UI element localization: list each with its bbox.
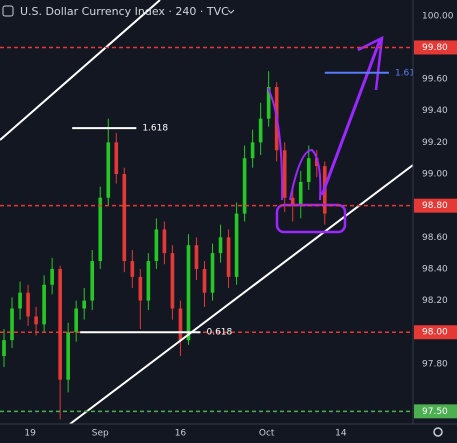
arrow	[320, 39, 382, 196]
candle-body	[178, 308, 183, 341]
candle-body	[234, 213, 239, 277]
candle-body	[218, 237, 223, 254]
candle-body	[26, 292, 30, 317]
x-tick-label: 16	[175, 429, 187, 439]
chevron[interactable]	[227, 9, 235, 14]
candle-body	[74, 308, 78, 333]
time-axis	[0, 424, 457, 443]
y-tick-label: 98.20	[422, 296, 448, 306]
price-label-box	[414, 198, 457, 213]
candle-body	[90, 261, 95, 301]
channel-lower	[69, 164, 414, 425]
candle-body	[266, 87, 271, 119]
price-label: 98.80	[422, 201, 448, 211]
candle-body	[34, 316, 38, 325]
x-tick-label: Oct	[259, 429, 275, 439]
candle-body	[98, 197, 103, 262]
candle-body	[298, 181, 303, 206]
candle-body	[202, 268, 207, 293]
settings-icon[interactable]	[433, 427, 443, 437]
overlay: 1.618 1.618 0.618	[0, 46, 421, 413]
x-tick-label: 14	[335, 429, 347, 439]
x-tick-label: Sep	[92, 429, 109, 439]
chart-title: U.S. Dollar Currency Index · 240 · TVC	[20, 5, 229, 18]
candle-body	[154, 229, 159, 262]
y-tick-label: 97.80	[422, 359, 448, 369]
y-tick-label: 100.00	[422, 11, 454, 21]
candle-body	[82, 300, 87, 309]
candle-body	[250, 142, 255, 159]
axes: 97.80 98.20 98.40 98.60 99.00 99.20 99.40 99.60…	[24, 11, 457, 439]
y-tick-label: 98.60	[422, 233, 448, 243]
candle-body	[58, 268, 62, 380]
candle-body	[290, 197, 295, 206]
candle-body	[210, 253, 215, 293]
price-label: 97.50	[422, 407, 448, 417]
fib-label: 1.618	[142, 124, 168, 134]
fib-label: 0.618	[206, 328, 232, 338]
candle-body	[10, 308, 14, 341]
price-label-box	[414, 404, 457, 419]
candle-body	[42, 284, 46, 325]
candle-body	[114, 142, 119, 175]
fib-label: 1.618	[395, 68, 421, 78]
menu-icon[interactable]	[2, 5, 14, 17]
price-axis	[413, 0, 457, 443]
candle-body	[106, 142, 111, 198]
price-label-box	[414, 325, 457, 340]
candle-body	[50, 268, 54, 285]
candle-body	[170, 253, 175, 309]
price-label-box	[414, 40, 457, 55]
candle-body	[138, 276, 143, 301]
channel-upper	[0, 0, 161, 141]
candle-body	[130, 261, 135, 277]
price-label: 99.80	[422, 43, 448, 53]
curve	[267, 87, 284, 201]
price-label: 98.00	[422, 328, 448, 338]
y-tick-label: 99.40	[422, 106, 448, 116]
candle-body	[194, 245, 199, 269]
candle-body	[122, 174, 127, 262]
candle-body	[226, 237, 231, 277]
y-tick-label: 99.00	[422, 170, 448, 180]
y-tick-label: 98.40	[422, 264, 448, 274]
candle-body	[314, 158, 319, 167]
y-tick-label: 99.60	[422, 75, 448, 85]
candle-body	[306, 158, 311, 182]
candle-body	[18, 292, 22, 309]
y-tick-label: 99.20	[422, 138, 448, 148]
candle-body	[258, 118, 263, 143]
candle-body	[242, 158, 247, 214]
candle-body	[2, 340, 6, 356]
candle-body	[146, 261, 151, 301]
curve	[289, 148, 322, 201]
candle-body	[162, 229, 167, 254]
candle-body	[282, 150, 287, 198]
candle-body	[66, 332, 70, 380]
x-tick-label: 19	[24, 429, 36, 439]
candle-body	[186, 245, 191, 341]
